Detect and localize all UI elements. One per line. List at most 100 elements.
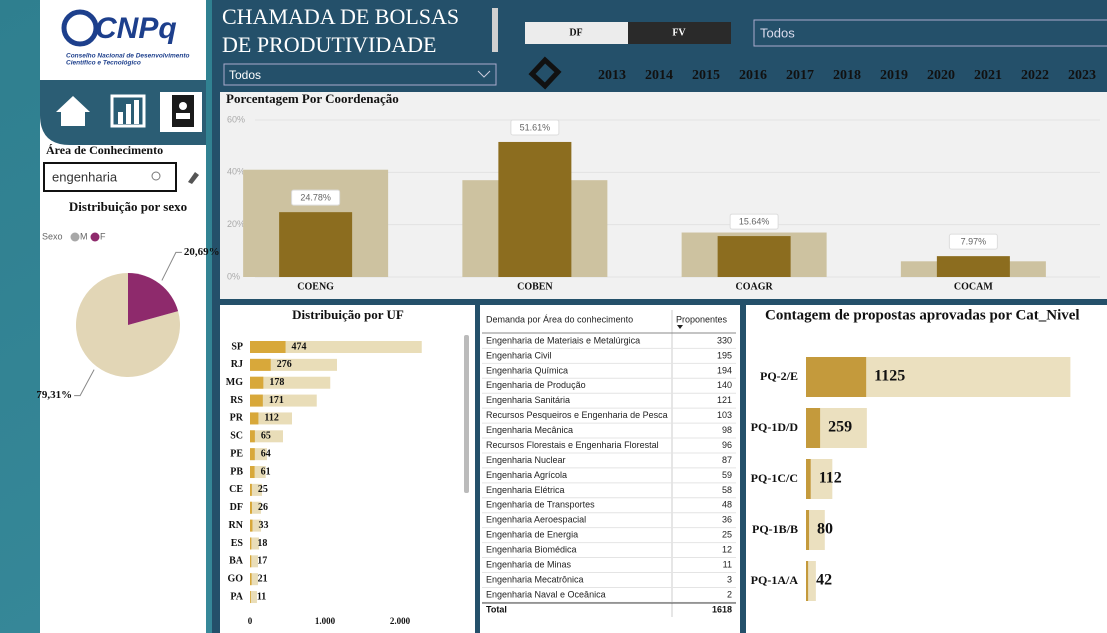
bar	[250, 537, 259, 550]
table-cell: Engenharia Elétrica	[486, 485, 565, 495]
data-label: 18	[257, 538, 267, 549]
home-icon[interactable]	[56, 96, 90, 126]
bar	[250, 555, 252, 568]
x-tick-label: COBEN	[517, 281, 553, 292]
bar	[250, 412, 292, 425]
table-cell: 11	[723, 559, 732, 569]
chart-icon-bar	[118, 112, 123, 124]
data-label-box	[948, 233, 998, 250]
y-tick-label: PQ-1D/D	[751, 420, 799, 434]
year-option[interactable]: 2016	[739, 68, 767, 83]
year-option[interactable]: 2019	[880, 68, 908, 83]
data-label: 25	[258, 484, 268, 495]
table-cell: Engenharia Química	[486, 365, 568, 375]
data-label: 21	[258, 573, 268, 584]
bar	[250, 483, 252, 496]
page-title: DE PRODUTIVIDADE	[222, 32, 436, 57]
y-tick-label: PQ-1A/A	[751, 573, 799, 587]
data-label: 65	[261, 431, 271, 442]
toggle-df[interactable]	[525, 22, 628, 44]
data-label: 171	[269, 395, 284, 406]
bar	[250, 341, 422, 353]
profile-icon	[172, 95, 194, 127]
year-option[interactable]: 2023	[1068, 68, 1096, 83]
year-option[interactable]: 2021	[974, 68, 1002, 83]
table-header: Demanda por Área do conhecimento	[486, 314, 633, 324]
data-label: 276	[277, 359, 292, 370]
data-label: 15.64%	[739, 216, 770, 226]
chart-icon[interactable]	[110, 94, 146, 128]
table-cell: 140	[717, 380, 732, 390]
y-tick-label: SP	[231, 341, 243, 352]
year-option[interactable]: 2020	[927, 68, 955, 83]
year-slicer: 2013 2014 2015 2016 2017 2018 2019 2020 2021 2022…	[598, 68, 1096, 83]
y-tick-label: PQ-1B/B	[752, 522, 798, 536]
year-option[interactable]: 2013	[598, 68, 626, 83]
year-option[interactable]: 2015	[692, 68, 720, 83]
panel	[480, 305, 740, 633]
y-tick-label: RS	[230, 395, 243, 406]
data-label: 112	[264, 413, 278, 424]
table-cell: 12	[722, 545, 732, 555]
table-cell: 59	[722, 470, 732, 480]
data-label: 11	[257, 591, 266, 602]
legend-title: Sexo	[42, 231, 63, 241]
data-label: 61	[261, 466, 271, 477]
data-label: 79,31%	[36, 389, 72, 401]
search-box[interactable]	[43, 162, 177, 192]
dropdown[interactable]	[753, 19, 1107, 47]
x-tick-label: COENG	[297, 281, 334, 292]
data-label-box	[729, 213, 779, 230]
y-tick-label: 0%	[227, 271, 240, 281]
data-label-box	[291, 189, 341, 206]
bar	[250, 430, 283, 443]
search-label: Área de Conhecimento	[46, 143, 163, 157]
bar	[279, 212, 353, 277]
data-label: 42	[816, 572, 832, 589]
data-label: 17	[257, 556, 267, 567]
bar	[806, 459, 811, 499]
profile-icon-head	[179, 102, 187, 110]
filter-dropdown[interactable]	[223, 63, 497, 86]
data-label: 112	[819, 470, 842, 487]
table-cell: 58	[722, 485, 732, 495]
year-option[interactable]: 2017	[786, 68, 814, 83]
toggle-fv[interactable]	[628, 22, 731, 44]
sort-arrow[interactable]	[677, 325, 683, 329]
y-tick-label: PQ-1C/C	[751, 471, 798, 485]
table-total-value: 1618	[712, 604, 732, 614]
table-cell: 194	[717, 365, 732, 375]
data-label: 1125	[874, 368, 905, 385]
y-tick-label: CE	[229, 484, 243, 495]
year-option[interactable]: 2018	[833, 68, 861, 83]
bar	[250, 591, 251, 604]
table-cell: Engenharia Sanitária	[486, 395, 570, 405]
year-option[interactable]: 2022	[1021, 68, 1049, 83]
eraser-icon[interactable]	[188, 172, 199, 184]
bar	[250, 358, 337, 371]
chart-icon-bar	[134, 100, 139, 124]
toggle-label: FV	[672, 27, 686, 38]
table-cell: 3	[727, 574, 732, 584]
y-tick-label: PA	[230, 591, 243, 602]
bar	[250, 448, 255, 461]
filter-value: Todos	[229, 68, 261, 82]
table-cell: Engenharia Civil	[486, 350, 552, 360]
dropdown-value: Todos	[760, 25, 795, 40]
dropdown-arrow	[477, 70, 491, 78]
y-tick-label: GO	[227, 573, 243, 584]
search-icon[interactable]	[151, 171, 161, 181]
table-cell: Engenharia de Minas	[486, 559, 572, 569]
eraser-icon[interactable]	[528, 56, 562, 90]
x-tick-label: COAGR	[736, 281, 774, 292]
table-cell: 103	[717, 410, 732, 420]
year-option[interactable]: 2014	[645, 68, 673, 83]
y-tick-label: 40%	[227, 167, 245, 177]
bar	[498, 141, 572, 277]
table-cell: 195	[717, 350, 732, 360]
table-cell: 330	[717, 335, 732, 345]
leader-line	[161, 251, 182, 281]
y-tick-label: RJ	[231, 359, 243, 370]
logo-subtitle: Conselho Nacional de Desenvolvimento	[66, 53, 190, 60]
